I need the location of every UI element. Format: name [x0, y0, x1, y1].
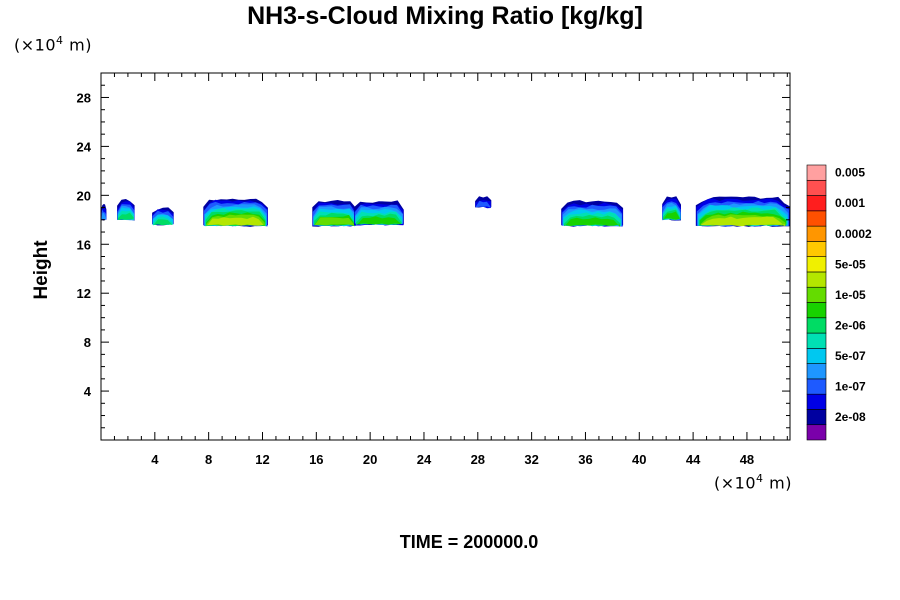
y-tick-label: 12	[77, 286, 91, 301]
x-tick-label: 12	[255, 452, 269, 467]
cloud-blob	[695, 196, 790, 227]
colorbar-label: 1e-07	[835, 380, 866, 394]
x-tick-label: 32	[524, 452, 538, 467]
colorbar-label: 2e-08	[835, 410, 866, 424]
x-axis: 4 8 12 16 20 24 28 32 36 40 44 48	[113, 73, 788, 467]
colorbar-swatch	[806, 241, 827, 257]
cloud-blob	[354, 200, 404, 226]
cloud-contour-level	[314, 217, 355, 226]
colorbar-swatch	[806, 195, 827, 212]
cloud-contour-level	[564, 217, 620, 227]
y-tick-label: 28	[77, 90, 91, 105]
y-axis-unit: (×104 m)	[14, 34, 92, 55]
cloud-blob	[561, 200, 624, 227]
colorbar-label: 1e-05	[835, 288, 866, 302]
y-tick-label: 8	[84, 335, 91, 350]
colorbar: 2e-08 1e-07 5e-07 2e-06 1e-05 5e-05 0.0002 0.00…	[806, 164, 872, 441]
cloud-field	[101, 196, 790, 227]
x-tick-label: 28	[471, 452, 485, 467]
colorbar-swatch	[806, 348, 827, 364]
cloud-blob	[312, 200, 357, 227]
colorbar-swatch	[806, 393, 827, 410]
cloud-blob	[152, 207, 174, 226]
y-tick-label: 24	[77, 139, 92, 154]
y-axis: 4 8 12 16 20 24 28	[77, 84, 790, 429]
colorbar-swatch	[806, 225, 827, 242]
x-tick-label: 48	[740, 452, 754, 467]
cloud-contour-level	[153, 219, 173, 226]
colorbar-swatch	[806, 256, 827, 273]
colorbar-swatch	[806, 164, 827, 181]
colorbar-swatch	[806, 424, 827, 441]
y-tick-label: 16	[77, 237, 91, 252]
colorbar-label: 0.001	[835, 196, 865, 210]
colorbar-label: 0.005	[835, 166, 865, 180]
x-tick-label: 4	[151, 452, 159, 467]
x-axis-unit: (×104 m)	[714, 472, 792, 493]
colorbar-swatch	[806, 317, 827, 334]
time-label: TIME = 200000.0	[399, 532, 539, 552]
cloud-contour-level	[663, 211, 680, 220]
colorbar-label: 5e-07	[835, 349, 866, 363]
cloud-blob	[475, 196, 492, 209]
cloud-contour-level	[101, 212, 107, 220]
x-tick-label: 40	[632, 452, 646, 467]
x-tick-label: 44	[686, 452, 701, 467]
y-tick-label: 4	[84, 384, 92, 399]
colorbar-swatch	[806, 363, 827, 380]
x-tick-label: 36	[578, 452, 592, 467]
colorbar-label: 2e-06	[835, 318, 866, 332]
x-tick-label: 16	[309, 452, 323, 467]
chart-title: NH3-s-Cloud Mixing Ratio [kg/kg]	[247, 2, 643, 30]
cloud-blob	[203, 198, 268, 227]
y-tick-label: 20	[77, 188, 91, 203]
cloud-contour-level	[356, 216, 402, 226]
plot-frame	[100, 72, 791, 441]
colorbar-swatch	[806, 332, 827, 349]
colorbar-swatch	[806, 378, 827, 395]
colorbar-swatch	[806, 409, 827, 426]
colorbar-swatch	[806, 286, 827, 303]
cloud-contour-level	[118, 212, 134, 220]
colorbar-label: 0.0002	[835, 227, 872, 241]
colorbar-swatch	[806, 271, 827, 288]
colorbar-swatch	[806, 179, 827, 196]
cloud-blob	[662, 196, 681, 221]
cloud-contour-level	[700, 216, 785, 227]
cloud-contour-level	[206, 216, 265, 226]
colorbar-swatch	[806, 210, 827, 227]
colorbar-swatch	[806, 302, 827, 319]
cloud-contour-level	[475, 200, 491, 208]
x-tick-label: 8	[205, 452, 212, 467]
cloud-blob	[101, 204, 107, 221]
x-tick-label: 20	[363, 452, 377, 467]
colorbar-label: 5e-05	[835, 257, 866, 271]
cloud-blob	[117, 199, 135, 221]
x-tick-label: 24	[417, 452, 432, 467]
